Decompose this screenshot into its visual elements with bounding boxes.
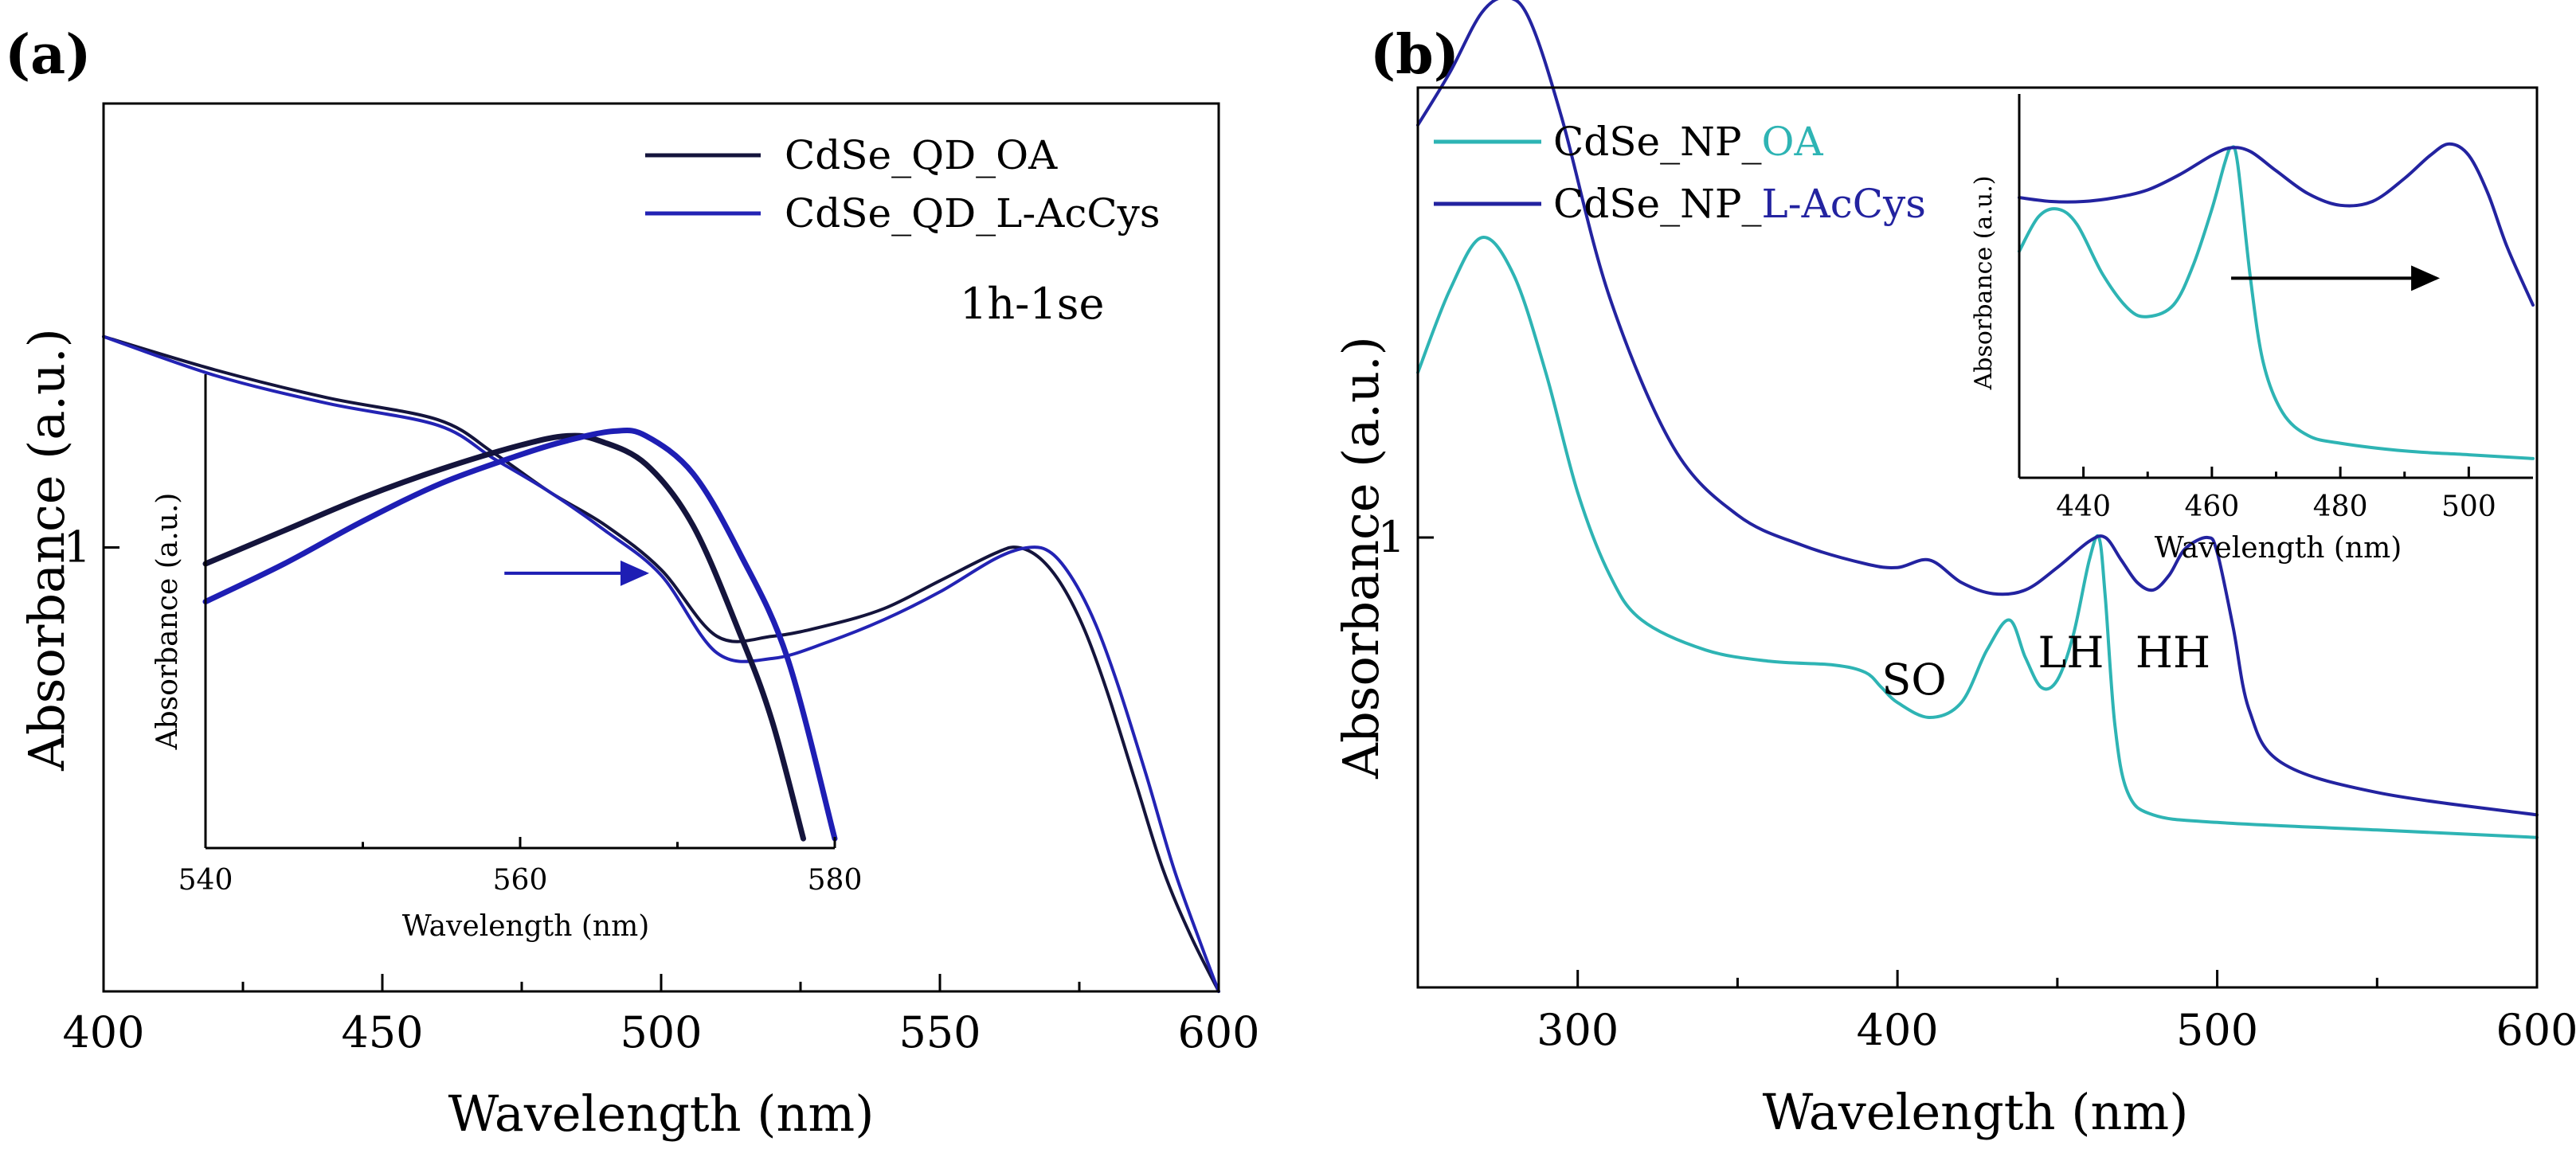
panel-b-x-tick-label: 300 — [1537, 1005, 1619, 1055]
panel-a-series-line-0 — [102, 334, 1220, 993]
panel-a-x-tick-label: 600 — [1177, 1007, 1259, 1057]
panel-b-inset-series-group — [2018, 142, 2535, 460]
panel-a: (a) 400 450 500 550 600 1 Wavelength (nm) Ab… — [5, 23, 1260, 1143]
panel-b-x-axis-title: Wavelength (nm) — [1763, 1083, 2189, 1141]
panel-a-series-group — [102, 334, 1220, 993]
panel-a-x-tick-label: 450 — [341, 1007, 423, 1057]
panel-a-y-tick-label: 1 — [64, 522, 91, 573]
panel-a-legend: CdSe_QD_OA CdSe_QD_L-AcCys — [645, 132, 1161, 236]
legend-label-cdse-qd-lacys: CdSe_QD_L-AcCys — [785, 190, 1161, 236]
legend-label-cdse-qd-oa: CdSe_QD_OA — [785, 132, 1058, 178]
panel-a-x-ticks: 400 450 500 550 600 — [62, 974, 1260, 1057]
panel-b-inset-x-tick-label: 440 — [2056, 491, 2111, 523]
panel-a-inset-series-line-0 — [202, 432, 806, 842]
panel-a-inset-x-ticks: 540 560 580 — [178, 837, 863, 897]
panel-a-peak-annotation: 1h-1se — [960, 279, 1104, 329]
panel-b-x-ticks: 300 400 500 600 — [1537, 970, 2576, 1055]
legend-suffix-lacys: L-AcCys — [1762, 181, 1926, 227]
panel-b-series-line-0 — [1416, 236, 2539, 839]
panel-a-inset-x-axis-title: Wavelength (nm) — [402, 910, 650, 943]
panel-a-inset-x-tick-label: 560 — [493, 864, 548, 897]
panel-b: (b) 300 400 500 600 1 Wavelength (nm) Absor… — [1332, 0, 2576, 1141]
panel-b-inset: 440 460 480 500 Wavelength (nm) Absorbance … — [1970, 94, 2535, 565]
panel-a-label: (a) — [5, 23, 91, 87]
panel-b-inset-y-axis-title: Absorbance (a.u.) — [1970, 176, 1998, 391]
panel-b-label: (b) — [1370, 23, 1459, 87]
panel-b-series-line-1 — [1416, 0, 2539, 817]
legend-prefix-oa: CdSe_NP_ — [1553, 119, 1762, 165]
panel-a-x-tick-label: 550 — [898, 1007, 981, 1057]
legend-label-cdse-np-lacys: CdSe_NP_L-AcCys — [1553, 181, 1926, 227]
panel-a-inset: 540 560 580 Wavelength (nm) Absorbance (a.… — [151, 374, 862, 943]
panel-b-x-tick-label: 400 — [1857, 1005, 1939, 1055]
panel-a-inset-series-line-1 — [202, 427, 838, 842]
panel-b-so-annotation: SO — [1881, 655, 1946, 705]
panel-b-inset-series-line-1 — [2018, 142, 2535, 307]
panel-a-inset-x-tick-label: 580 — [808, 864, 863, 897]
panel-b-inset-x-tick-label: 460 — [2185, 491, 2240, 523]
panel-a-inset-x-tick-label: 540 — [178, 864, 233, 897]
legend-prefix-lacys: CdSe_NP_ — [1553, 181, 1762, 227]
panel-a-y-axis-title: Absorbance (a.u.) — [18, 328, 76, 772]
panel-b-inset-x-axis-title: Wavelength (nm) — [2155, 532, 2402, 565]
legend-label-cdse-np-oa: CdSe_NP_OA — [1553, 119, 1823, 165]
panel-b-y-tick-label: 1 — [1378, 512, 1405, 562]
panel-a-x-tick-label: 400 — [62, 1007, 144, 1057]
panel-b-lh-annotation: LH — [2038, 627, 2104, 678]
panel-a-series-line-1 — [102, 334, 1220, 993]
panel-b-y-axis-title: Absorbance (a.u.) — [1332, 336, 1390, 780]
legend-suffix-oa: OA — [1762, 119, 1824, 165]
panel-a-inset-y-axis-title: Absorbance (a.u.) — [151, 493, 184, 751]
panel-b-y-ticks: 1 — [1378, 512, 1434, 562]
panel-b-x-tick-label: 600 — [2496, 1005, 2576, 1055]
panel-a-inset-series-group — [202, 427, 838, 842]
panel-a-x-tick-label: 500 — [620, 1007, 702, 1057]
panel-a-y-ticks: 1 — [64, 522, 119, 573]
panel-a-plot-frame — [102, 102, 1220, 993]
panel-b-inset-x-ticks: 440 460 480 500 — [2056, 467, 2496, 523]
panel-a-x-axis-title: Wavelength (nm) — [448, 1085, 875, 1143]
panel-b-legend: CdSe_NP_OA CdSe_NP_L-AcCys — [1434, 119, 1926, 227]
panel-b-series-group — [1416, 0, 2539, 839]
panel-b-inset-series-line-0 — [2018, 145, 2535, 460]
panel-b-inset-x-tick-label: 500 — [2441, 491, 2496, 523]
panel-b-hh-annotation: HH — [2136, 627, 2210, 678]
panel-b-inset-x-tick-label: 480 — [2313, 491, 2368, 523]
panel-b-x-tick-label: 500 — [2176, 1005, 2258, 1055]
